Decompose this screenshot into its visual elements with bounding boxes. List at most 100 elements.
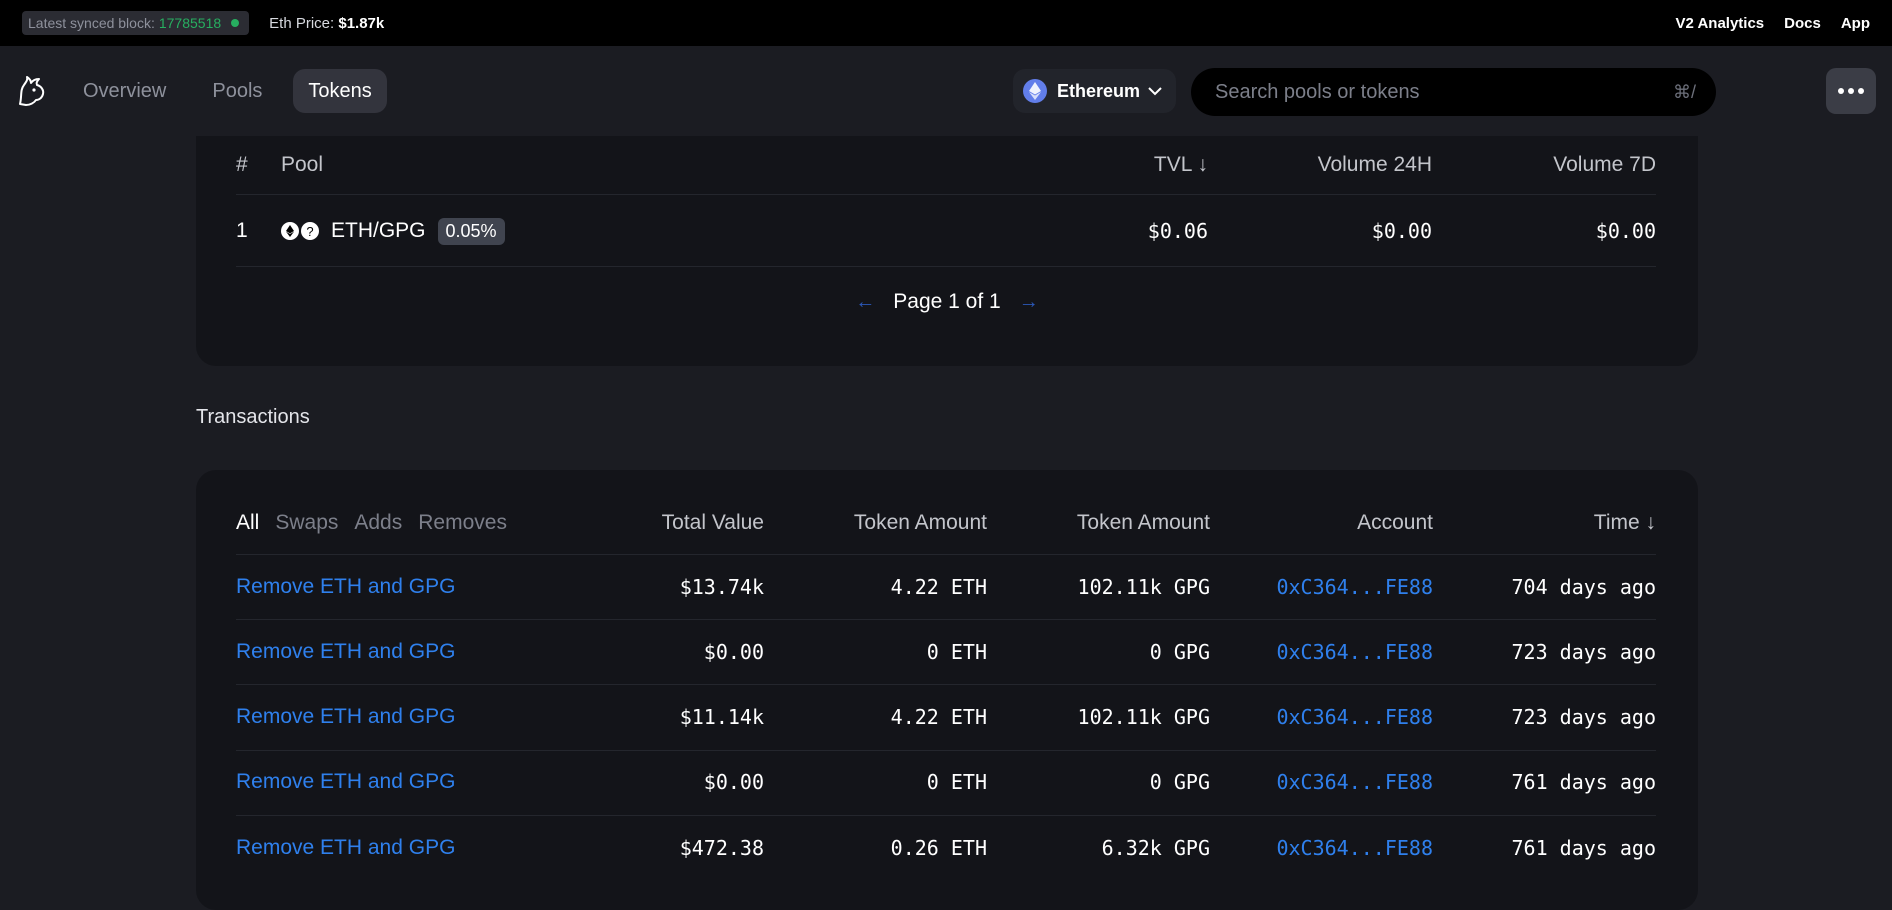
table-row: Remove ETH and GPG $13.74k 4.22 ETH 102.…: [236, 572, 1656, 602]
tx-action-link[interactable]: Remove ETH and GPG: [236, 575, 456, 598]
transactions-table: All Swaps Adds Removes Total Value Token…: [196, 470, 1698, 910]
tx-action-link[interactable]: Remove ETH and GPG: [236, 836, 456, 859]
tx-account-link[interactable]: 0xC364...FE88: [1276, 836, 1433, 860]
more-menu-button[interactable]: [1826, 68, 1876, 114]
tab-pools[interactable]: Pools: [212, 79, 263, 102]
eth-price-label: Eth Price:: [269, 14, 335, 32]
sync-status-badge: Latest synced block: 17785518: [22, 11, 250, 35]
ethereum-icon: [1023, 79, 1047, 103]
status-bar: Latest synced block: 17785518 Eth Price:…: [0, 0, 1892, 46]
tx-token-amount-2: 0 GPG: [1149, 640, 1210, 664]
pool-pair: ETH/GPG: [331, 219, 426, 242]
tab-overview[interactable]: Overview: [83, 79, 167, 102]
tx-token-amount-2: 6.32k GPG: [1101, 836, 1210, 860]
tx-col-total-value[interactable]: Total Value: [661, 511, 764, 534]
tx-token-amount-1: 0 ETH: [926, 640, 987, 664]
tx-time: 761 days ago: [1511, 770, 1657, 794]
divider: [236, 266, 1656, 267]
tx-action-link[interactable]: Remove ETH and GPG: [236, 640, 456, 663]
divider: [236, 619, 1656, 620]
pools-col-index: #: [236, 153, 248, 176]
transaction-filters: All Swaps Adds Removes: [236, 511, 588, 535]
chevron-down-icon: [1148, 87, 1162, 96]
search-shortcut: ⌘/: [1672, 81, 1696, 102]
pool-tvl: $0.06: [1147, 219, 1208, 243]
pools-col-volume-24h[interactable]: Volume 24H: [1317, 153, 1432, 176]
tx-total-value: $0.00: [703, 770, 764, 794]
pools-col-volume-7d[interactable]: Volume 7D: [1553, 153, 1656, 176]
more-dot-icon: [1838, 88, 1844, 94]
table-row[interactable]: 1 ? ETH/GPG 0.05% $0.06 $0.00 $0.00: [236, 214, 1656, 248]
table-row: Remove ETH and GPG $472.38 0.26 ETH 6.32…: [236, 833, 1656, 863]
tx-col-token-amount-1[interactable]: Token Amount: [853, 511, 987, 534]
tx-token-amount-1: 0.26 ETH: [890, 836, 987, 860]
search-box: ⌘/: [1191, 68, 1716, 116]
pool-volume-24h: $0.00: [1371, 219, 1432, 243]
divider: [236, 554, 1656, 555]
tx-account-link[interactable]: 0xC364...FE88: [1276, 705, 1433, 729]
tx-total-value: $11.14k: [679, 705, 764, 729]
top-links: V2 Analytics Docs App: [1675, 15, 1870, 32]
pool-volume-7d: $0.00: [1595, 219, 1656, 243]
app-link[interactable]: App: [1840, 14, 1870, 32]
divider: [236, 815, 1656, 816]
tx-account-link[interactable]: 0xC364...FE88: [1276, 640, 1433, 664]
tx-total-value: $472.38: [679, 836, 764, 860]
filter-all[interactable]: All: [236, 511, 260, 534]
tx-time: 761 days ago: [1511, 836, 1657, 860]
tx-time: 704 days ago: [1511, 575, 1657, 599]
table-row: Remove ETH and GPG $11.14k 4.22 ETH 102.…: [236, 702, 1656, 732]
pools-col-tvl[interactable]: TVL ↓: [1153, 153, 1208, 176]
filter-adds[interactable]: Adds: [354, 511, 403, 534]
unicorn-logo-icon[interactable]: [14, 74, 48, 108]
tx-account-link[interactable]: 0xC364...FE88: [1276, 770, 1433, 794]
tx-action-link[interactable]: Remove ETH and GPG: [236, 770, 456, 793]
sync-status-icon: [231, 19, 240, 27]
transactions-table-header: All Swaps Adds Removes Total Value Token…: [236, 508, 1656, 538]
tx-col-token-amount-2[interactable]: Token Amount: [1076, 511, 1210, 534]
sync-label: Latest synced block:: [28, 15, 155, 31]
tx-token-amount-2: 0 GPG: [1149, 770, 1210, 794]
tab-tokens[interactable]: Tokens: [293, 69, 387, 113]
divider: [236, 194, 1656, 195]
pagination: ← Page 1 of 1 →: [196, 290, 1698, 314]
prev-page-arrow-icon[interactable]: ←: [855, 290, 876, 313]
page-indicator: Page 1 of 1: [893, 290, 1001, 313]
tx-token-amount-2: 102.11k GPG: [1077, 575, 1210, 599]
more-dot-icon: [1848, 88, 1854, 94]
pools-table-header: # Pool TVL ↓ Volume 24H Volume 7D: [236, 150, 1656, 180]
tx-action-link[interactable]: Remove ETH and GPG: [236, 705, 456, 728]
search-input[interactable]: [1213, 79, 1637, 105]
network-selector[interactable]: Ethereum: [1013, 69, 1177, 113]
tx-time: 723 days ago: [1511, 705, 1657, 729]
pool-index: 1: [236, 219, 248, 242]
next-page-arrow-icon[interactable]: →: [1018, 290, 1039, 313]
tx-account-link[interactable]: 0xC364...FE88: [1276, 575, 1433, 599]
pools-col-pool: Pool: [281, 153, 324, 176]
tx-time: 723 days ago: [1511, 640, 1657, 664]
more-dot-icon: [1858, 88, 1864, 94]
transactions-title: Transactions: [196, 406, 310, 428]
nav-bar: Overview Pools Tokens Ethereum ⌘/: [0, 46, 1892, 136]
eth-price: Eth Price: $1.87k: [269, 15, 384, 32]
tx-total-value: $13.74k: [679, 575, 764, 599]
tx-total-value: $0.00: [703, 640, 764, 664]
v2-analytics-link[interactable]: V2 Analytics: [1675, 14, 1765, 32]
pool-cell: ? ETH/GPG 0.05%: [281, 217, 961, 245]
eth-token-icon: [281, 222, 299, 240]
divider: [236, 684, 1656, 685]
tx-token-amount-2: 102.11k GPG: [1077, 705, 1210, 729]
filter-removes[interactable]: Removes: [418, 511, 507, 534]
network-label: Ethereum: [1057, 80, 1141, 101]
tx-token-amount-1: 0 ETH: [926, 770, 987, 794]
unknown-token-icon: ?: [301, 222, 319, 240]
tx-token-amount-1: 4.22 ETH: [890, 705, 987, 729]
pool-token-icons: ?: [281, 222, 321, 240]
tx-token-amount-1: 4.22 ETH: [890, 575, 987, 599]
docs-link[interactable]: Docs: [1784, 14, 1821, 32]
tx-col-time[interactable]: Time ↓: [1593, 511, 1656, 534]
table-row: Remove ETH and GPG $0.00 0 ETH 0 GPG 0xC…: [236, 767, 1656, 797]
divider: [236, 750, 1656, 751]
tx-col-account[interactable]: Account: [1357, 511, 1433, 534]
filter-swaps[interactable]: Swaps: [275, 511, 339, 534]
